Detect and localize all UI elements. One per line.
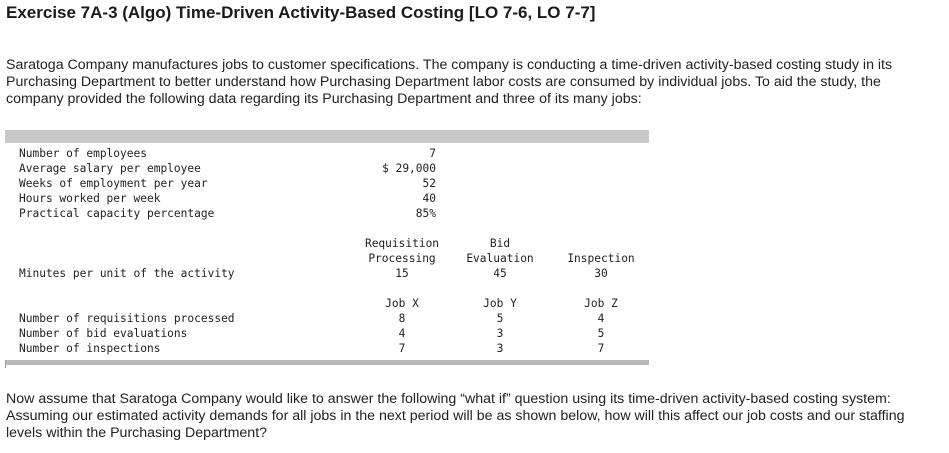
job-header-z: Job Z [584, 297, 618, 310]
dept-value-employees: 7 [429, 147, 436, 160]
dept-value-salary: $ 29,000 [382, 162, 436, 175]
activity-header-bid-line2: Evaluation [466, 252, 534, 265]
job-row-label-inspections: Number of inspections [19, 342, 161, 355]
job-x-bids: 4 [398, 327, 406, 340]
minutes-inspection: 30 [594, 267, 608, 280]
job-y-requisitions: 5 [496, 312, 504, 325]
job-header-x: Job X [385, 297, 419, 310]
job-z-requisitions: 4 [597, 312, 605, 325]
job-z-bids: 5 [597, 327, 605, 340]
job-y-inspections: 3 [496, 342, 504, 355]
intro-paragraph: Saratoga Company manufactures jobs to cu… [6, 57, 893, 107]
dept-label-hours: Hours worked per week [19, 192, 161, 205]
dept-value-weeks: 52 [422, 177, 436, 190]
dept-label-salary: Average salary per employee [19, 162, 201, 175]
dept-value-hours: 40 [422, 192, 436, 205]
table-corner-tick [5, 360, 6, 368]
table-bottom-bar [5, 360, 649, 365]
dept-label-capacity: Practical capacity percentage [19, 207, 215, 220]
job-z-inspections: 7 [597, 342, 605, 355]
job-row-label-requisitions: Number of requisitions processed [19, 312, 235, 325]
minutes-bid: 45 [493, 267, 507, 280]
minutes-row-label: Minutes per unit of the activity [19, 267, 235, 280]
activity-header-requisition-line2: Processing [368, 252, 436, 265]
followup-paragraph: Now assume that Saratoga Company would l… [6, 391, 905, 441]
minutes-requisition: 15 [395, 267, 409, 280]
data-table: Number of employees 7 Average salary per… [5, 130, 649, 368]
job-x-inspections: 7 [398, 342, 406, 355]
exercise-title: Exercise 7A-3 (Algo) Time-Driven Activit… [6, 3, 596, 22]
activity-header-bid-line1: Bid [489, 237, 511, 250]
dept-label-employees: Number of employees [19, 147, 147, 160]
job-header-y: Job Y [483, 297, 517, 310]
activity-header-requisition-line1: Requisition [364, 237, 440, 250]
job-x-requisitions: 8 [398, 312, 406, 325]
dept-label-weeks: Weeks of employment per year [19, 177, 208, 190]
table-top-bar [5, 130, 649, 143]
job-row-label-bids: Number of bid evaluations [19, 327, 188, 340]
job-y-bids: 3 [496, 327, 504, 340]
activity-header-inspection-line2: Inspection [567, 252, 635, 265]
dept-value-capacity: 85% [415, 207, 436, 220]
